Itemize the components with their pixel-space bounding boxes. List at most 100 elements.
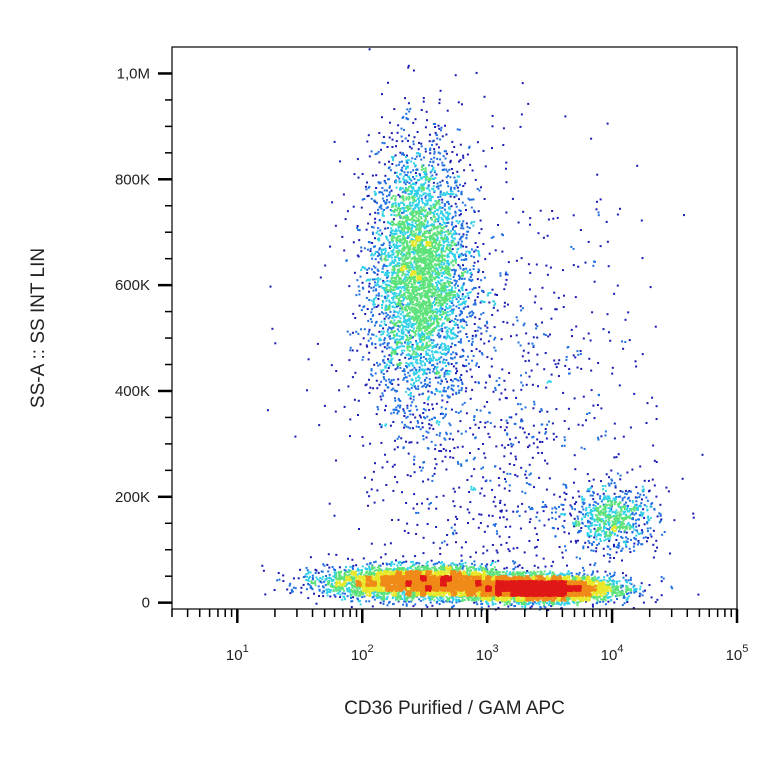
- data-point: [416, 561, 419, 564]
- data-point: [507, 444, 510, 446]
- data-point: [593, 509, 596, 512]
- data-point: [384, 404, 387, 407]
- data-point: [469, 268, 472, 271]
- data-point: [420, 168, 423, 171]
- data-point: [438, 243, 440, 246]
- data-point: [377, 227, 380, 230]
- data-point: [424, 195, 427, 198]
- data-point: [630, 591, 633, 594]
- data-point: [562, 573, 565, 576]
- data-point: [442, 390, 445, 393]
- data-point: [448, 304, 451, 307]
- data-point: [455, 244, 458, 247]
- data-point: [510, 442, 513, 445]
- data-point: [649, 527, 652, 530]
- data-point: [574, 522, 577, 525]
- data-point: [428, 229, 431, 232]
- data-point: [395, 164, 398, 167]
- data-point: [654, 325, 657, 328]
- data-point: [460, 258, 463, 261]
- data-point: [416, 503, 419, 506]
- data-point: [329, 577, 332, 580]
- data-point: [412, 69, 415, 72]
- data-point: [591, 522, 594, 525]
- data-point: [414, 377, 417, 380]
- data-point: [538, 431, 541, 434]
- data-point: [411, 343, 414, 346]
- data-point: [438, 434, 441, 437]
- data-point: [480, 352, 483, 355]
- data-point: [372, 300, 375, 303]
- data-point: [603, 578, 606, 581]
- data-point: [580, 446, 583, 449]
- data-point: [486, 602, 489, 605]
- data-point: [505, 161, 508, 164]
- data-point: [632, 607, 635, 609]
- data-point: [388, 326, 391, 329]
- data-point: [368, 279, 371, 282]
- data-point: [451, 380, 454, 383]
- data-point: [425, 352, 428, 355]
- data-point: [510, 335, 512, 338]
- data-point: [402, 447, 405, 450]
- data-point: [473, 419, 476, 421]
- data-point: [621, 536, 624, 539]
- data-point: [604, 434, 607, 437]
- data-point: [405, 325, 408, 328]
- data-point: [396, 437, 399, 440]
- data-point: [419, 174, 421, 177]
- data-point: [396, 363, 399, 366]
- data-point: [437, 329, 440, 332]
- data-point: [563, 603, 566, 606]
- data-point: [404, 137, 407, 140]
- data-point: [439, 382, 442, 385]
- data-point: [431, 353, 434, 356]
- data-point: [405, 117, 408, 120]
- data-point: [439, 307, 442, 310]
- data-point: [452, 531, 454, 534]
- data-point: [374, 211, 377, 214]
- data-point: [446, 182, 449, 185]
- data-point: [475, 362, 478, 365]
- data-point: [375, 413, 378, 416]
- data-point: [451, 357, 454, 360]
- data-point: [396, 446, 399, 449]
- data-point: [402, 325, 405, 328]
- data-point: [457, 331, 460, 334]
- data-point: [382, 600, 385, 603]
- data-point: [532, 407, 535, 410]
- data-point: [397, 225, 400, 228]
- data-point: [505, 419, 508, 422]
- data-point: [362, 356, 365, 358]
- data-point: [476, 329, 479, 332]
- data-point: [474, 287, 477, 289]
- data-point: [394, 339, 397, 342]
- data-point: [399, 307, 402, 310]
- data-point: [443, 150, 446, 153]
- data-point: [419, 359, 422, 362]
- data-point: [576, 350, 579, 353]
- data-point: [397, 229, 400, 232]
- data-point: [413, 261, 416, 264]
- data-point: [428, 189, 431, 192]
- data-point: [499, 601, 502, 604]
- data-point: [384, 297, 387, 300]
- data-point: [388, 361, 391, 364]
- data-point: [473, 563, 476, 566]
- data-point: [591, 494, 594, 497]
- data-point: [414, 203, 417, 206]
- data-point: [370, 254, 373, 257]
- data-point: [515, 316, 518, 319]
- data-point: [389, 310, 392, 313]
- data-point: [613, 574, 616, 576]
- data-point: [449, 251, 452, 254]
- data-point: [452, 384, 455, 387]
- data-point: [384, 366, 387, 369]
- data-point: [406, 224, 409, 227]
- data-point: [437, 196, 440, 199]
- data-point: [464, 302, 466, 305]
- data-point: [432, 181, 435, 184]
- data-point: [431, 195, 434, 198]
- data-point: [430, 364, 433, 367]
- data-point: [521, 82, 524, 85]
